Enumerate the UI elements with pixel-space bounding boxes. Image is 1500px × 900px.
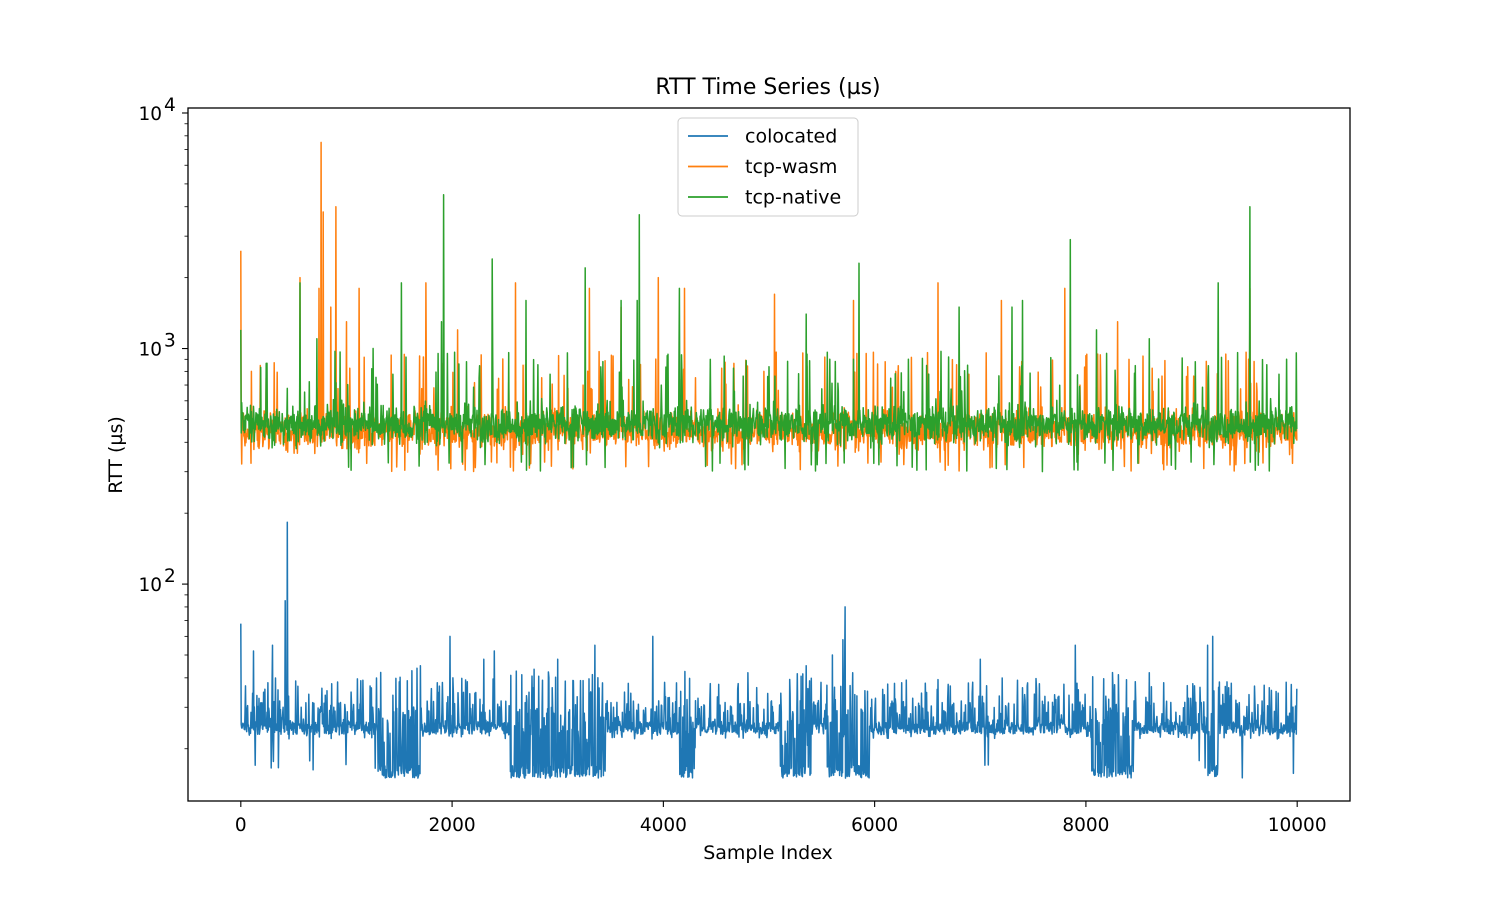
x-tick-label: 10000 xyxy=(1268,815,1327,836)
series-line-tcp-native xyxy=(240,193,1298,473)
series-layer xyxy=(240,141,1298,779)
y-tick-exponent: 3 xyxy=(164,331,176,352)
x-tick-label: 6000 xyxy=(851,815,898,836)
legend: colocated tcp-wasm tcp-native xyxy=(677,117,859,217)
legend-label-colocated: colocated xyxy=(745,126,837,148)
x-tick-label: 0 xyxy=(235,815,247,836)
legend-label-tcp-wasm: tcp-wasm xyxy=(745,156,837,178)
y-tick-label: 10 xyxy=(138,104,162,125)
series-line-colocated xyxy=(240,521,1298,779)
legend-label-tcp-native: tcp-native xyxy=(745,187,841,209)
x-tick-label: 2000 xyxy=(429,815,476,836)
chart-title: RTT Time Series (µs) xyxy=(655,75,880,100)
y-tick-label: 10 xyxy=(138,340,162,361)
y-axis-label: RTT (µs) xyxy=(105,416,127,494)
x-axis-label: Sample Index xyxy=(703,842,833,864)
x-tick-label: 8000 xyxy=(1062,815,1109,836)
y-tick-label: 10 xyxy=(138,575,162,596)
x-axis: 0 2000 4000 6000 8000 10000 xyxy=(235,801,1327,836)
legend-box xyxy=(677,117,859,217)
x-tick-label: 4000 xyxy=(640,815,687,836)
y-tick-exponent: 4 xyxy=(164,95,176,116)
y-tick-exponent: 2 xyxy=(164,566,176,587)
plot-frame xyxy=(187,107,1351,802)
